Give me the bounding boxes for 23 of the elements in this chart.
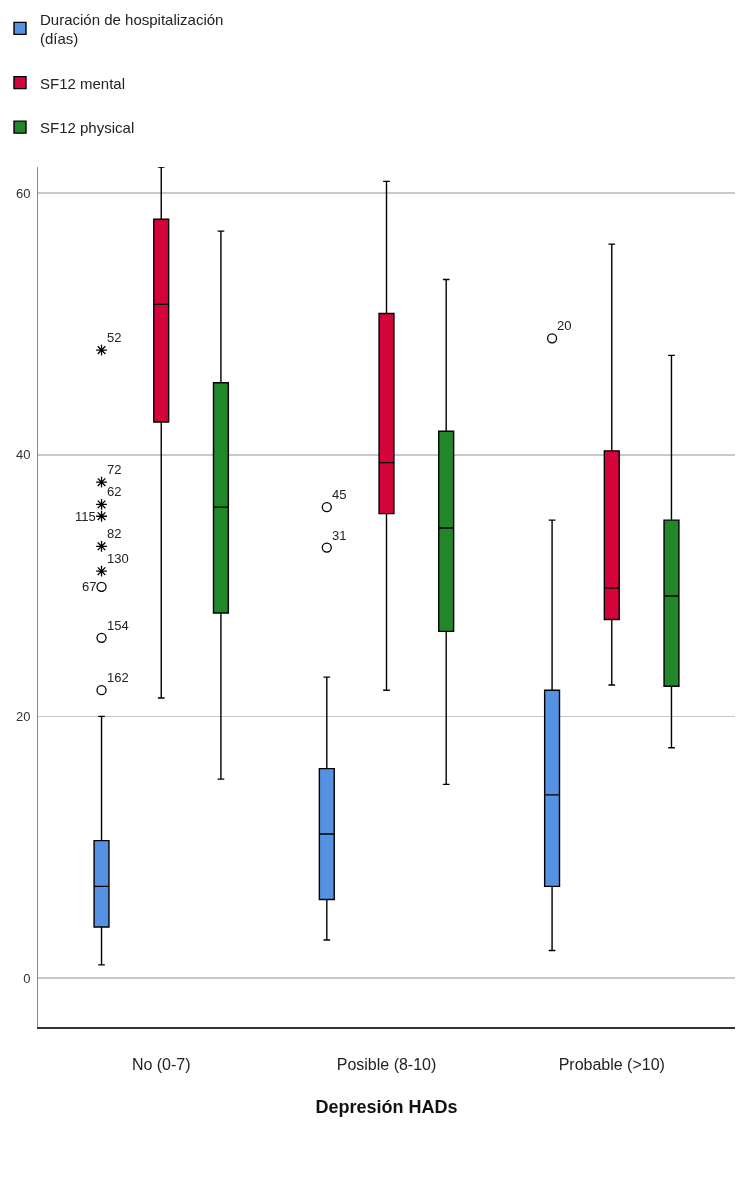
annotation: 162	[107, 670, 129, 685]
annotation: 62	[107, 484, 122, 499]
legend-label: SF12 physical	[40, 119, 135, 136]
annotation: 130	[107, 551, 129, 566]
y-tick-label: 0	[23, 970, 31, 986]
annotation: 20	[557, 318, 572, 333]
annotation: 67	[82, 579, 97, 594]
annotation: 72	[107, 462, 122, 477]
legend-label: SF12 mental	[40, 74, 126, 92]
annotation: 52	[107, 330, 122, 345]
y-tick-label: 40	[15, 447, 31, 463]
annotation: 115	[75, 509, 96, 524]
annotation: 45	[332, 487, 347, 502]
x-axis-title: Depresión HADs	[315, 1096, 458, 1117]
legend-label: Duración de hospitalización (días)	[40, 10, 224, 47]
y-tick-label: 20	[15, 708, 31, 724]
y-tick-label: 60	[15, 185, 31, 201]
x-tick-label: No (0-7)	[131, 1056, 191, 1074]
x-tick-label: Posible (8-10)	[336, 1056, 437, 1074]
annotation: 31	[332, 528, 347, 543]
annotation: 154	[107, 618, 129, 633]
x-tick-label: Probable (>10)	[558, 1056, 665, 1074]
annotation: 82	[107, 526, 122, 541]
